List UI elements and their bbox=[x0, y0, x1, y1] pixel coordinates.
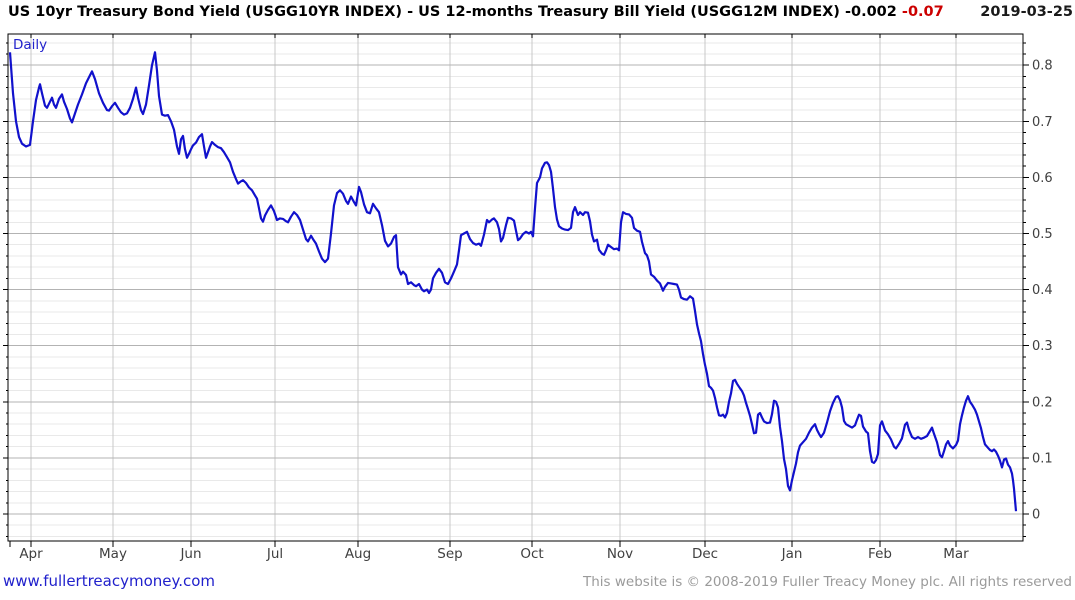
grid-minor-lines bbox=[8, 42, 1023, 537]
x-month-label: Aug bbox=[345, 546, 371, 562]
footer-copyright: This website is © 2008-2019 Fuller Treac… bbox=[583, 574, 1072, 590]
x-month-label: May bbox=[99, 546, 127, 562]
x-month-label: Nov bbox=[607, 546, 633, 562]
y-tick-label: 0.6 bbox=[1032, 171, 1053, 186]
y-tick-label: 0.4 bbox=[1032, 283, 1053, 298]
x-month-label: Jun bbox=[179, 546, 201, 562]
grid-month-lines bbox=[30, 34, 957, 541]
x-month-label: Jan bbox=[781, 546, 803, 562]
x-month-label: Oct bbox=[520, 546, 543, 562]
x-month-label: Feb bbox=[868, 546, 892, 562]
chart-canvas[interactable]: 0 0.1 0.2 0.3 0.4 0.5 0.6 0.7 0.8 Apr May Jun Jul Aug… bbox=[0, 0, 1075, 572]
frequency-label: Daily bbox=[13, 37, 47, 53]
y-tick-label: 0 bbox=[1032, 508, 1040, 523]
y-tick-label: 0.3 bbox=[1032, 339, 1053, 354]
y-tick-label: 0.8 bbox=[1032, 59, 1053, 74]
x-month-label: Jul bbox=[266, 546, 283, 562]
x-month-label: Apr bbox=[19, 546, 43, 562]
y-tick-label: 0.1 bbox=[1032, 451, 1053, 466]
chart-title: US 10yr Treasury Bond Yield (USGG10YR IN… bbox=[8, 4, 897, 20]
footer-website-link[interactable]: www.fullertreacymoney.com bbox=[3, 572, 216, 590]
title-date: 2019-03-25 bbox=[976, 4, 1073, 20]
title-change-red: -0.07 bbox=[901, 4, 944, 20]
footer: www.fullertreacymoney.com This website i… bbox=[0, 572, 1075, 598]
x-month-label: Sep bbox=[437, 546, 462, 562]
x-month-label: Dec bbox=[692, 546, 718, 562]
series-line bbox=[8, 51, 1018, 512]
chart-title-bar: US 10yr Treasury Bond Yield (USGG10YR IN… bbox=[8, 4, 1075, 28]
y-axis-labels: 0 0.1 0.2 0.3 0.4 0.5 0.6 0.7 0.8 bbox=[1032, 59, 1053, 523]
y-tick-label: 0.5 bbox=[1032, 227, 1053, 242]
x-month-label: Mar bbox=[943, 546, 969, 562]
y-tick-label: 0.7 bbox=[1032, 115, 1053, 130]
x-axis-labels: Apr May Jun Jul Aug Sep Oct Nov Dec Jan Feb Mar bbox=[19, 546, 969, 562]
plot-border bbox=[7, 33, 1024, 542]
axis-ticks bbox=[3, 34, 1029, 547]
y-tick-label: 0.2 bbox=[1032, 395, 1053, 410]
